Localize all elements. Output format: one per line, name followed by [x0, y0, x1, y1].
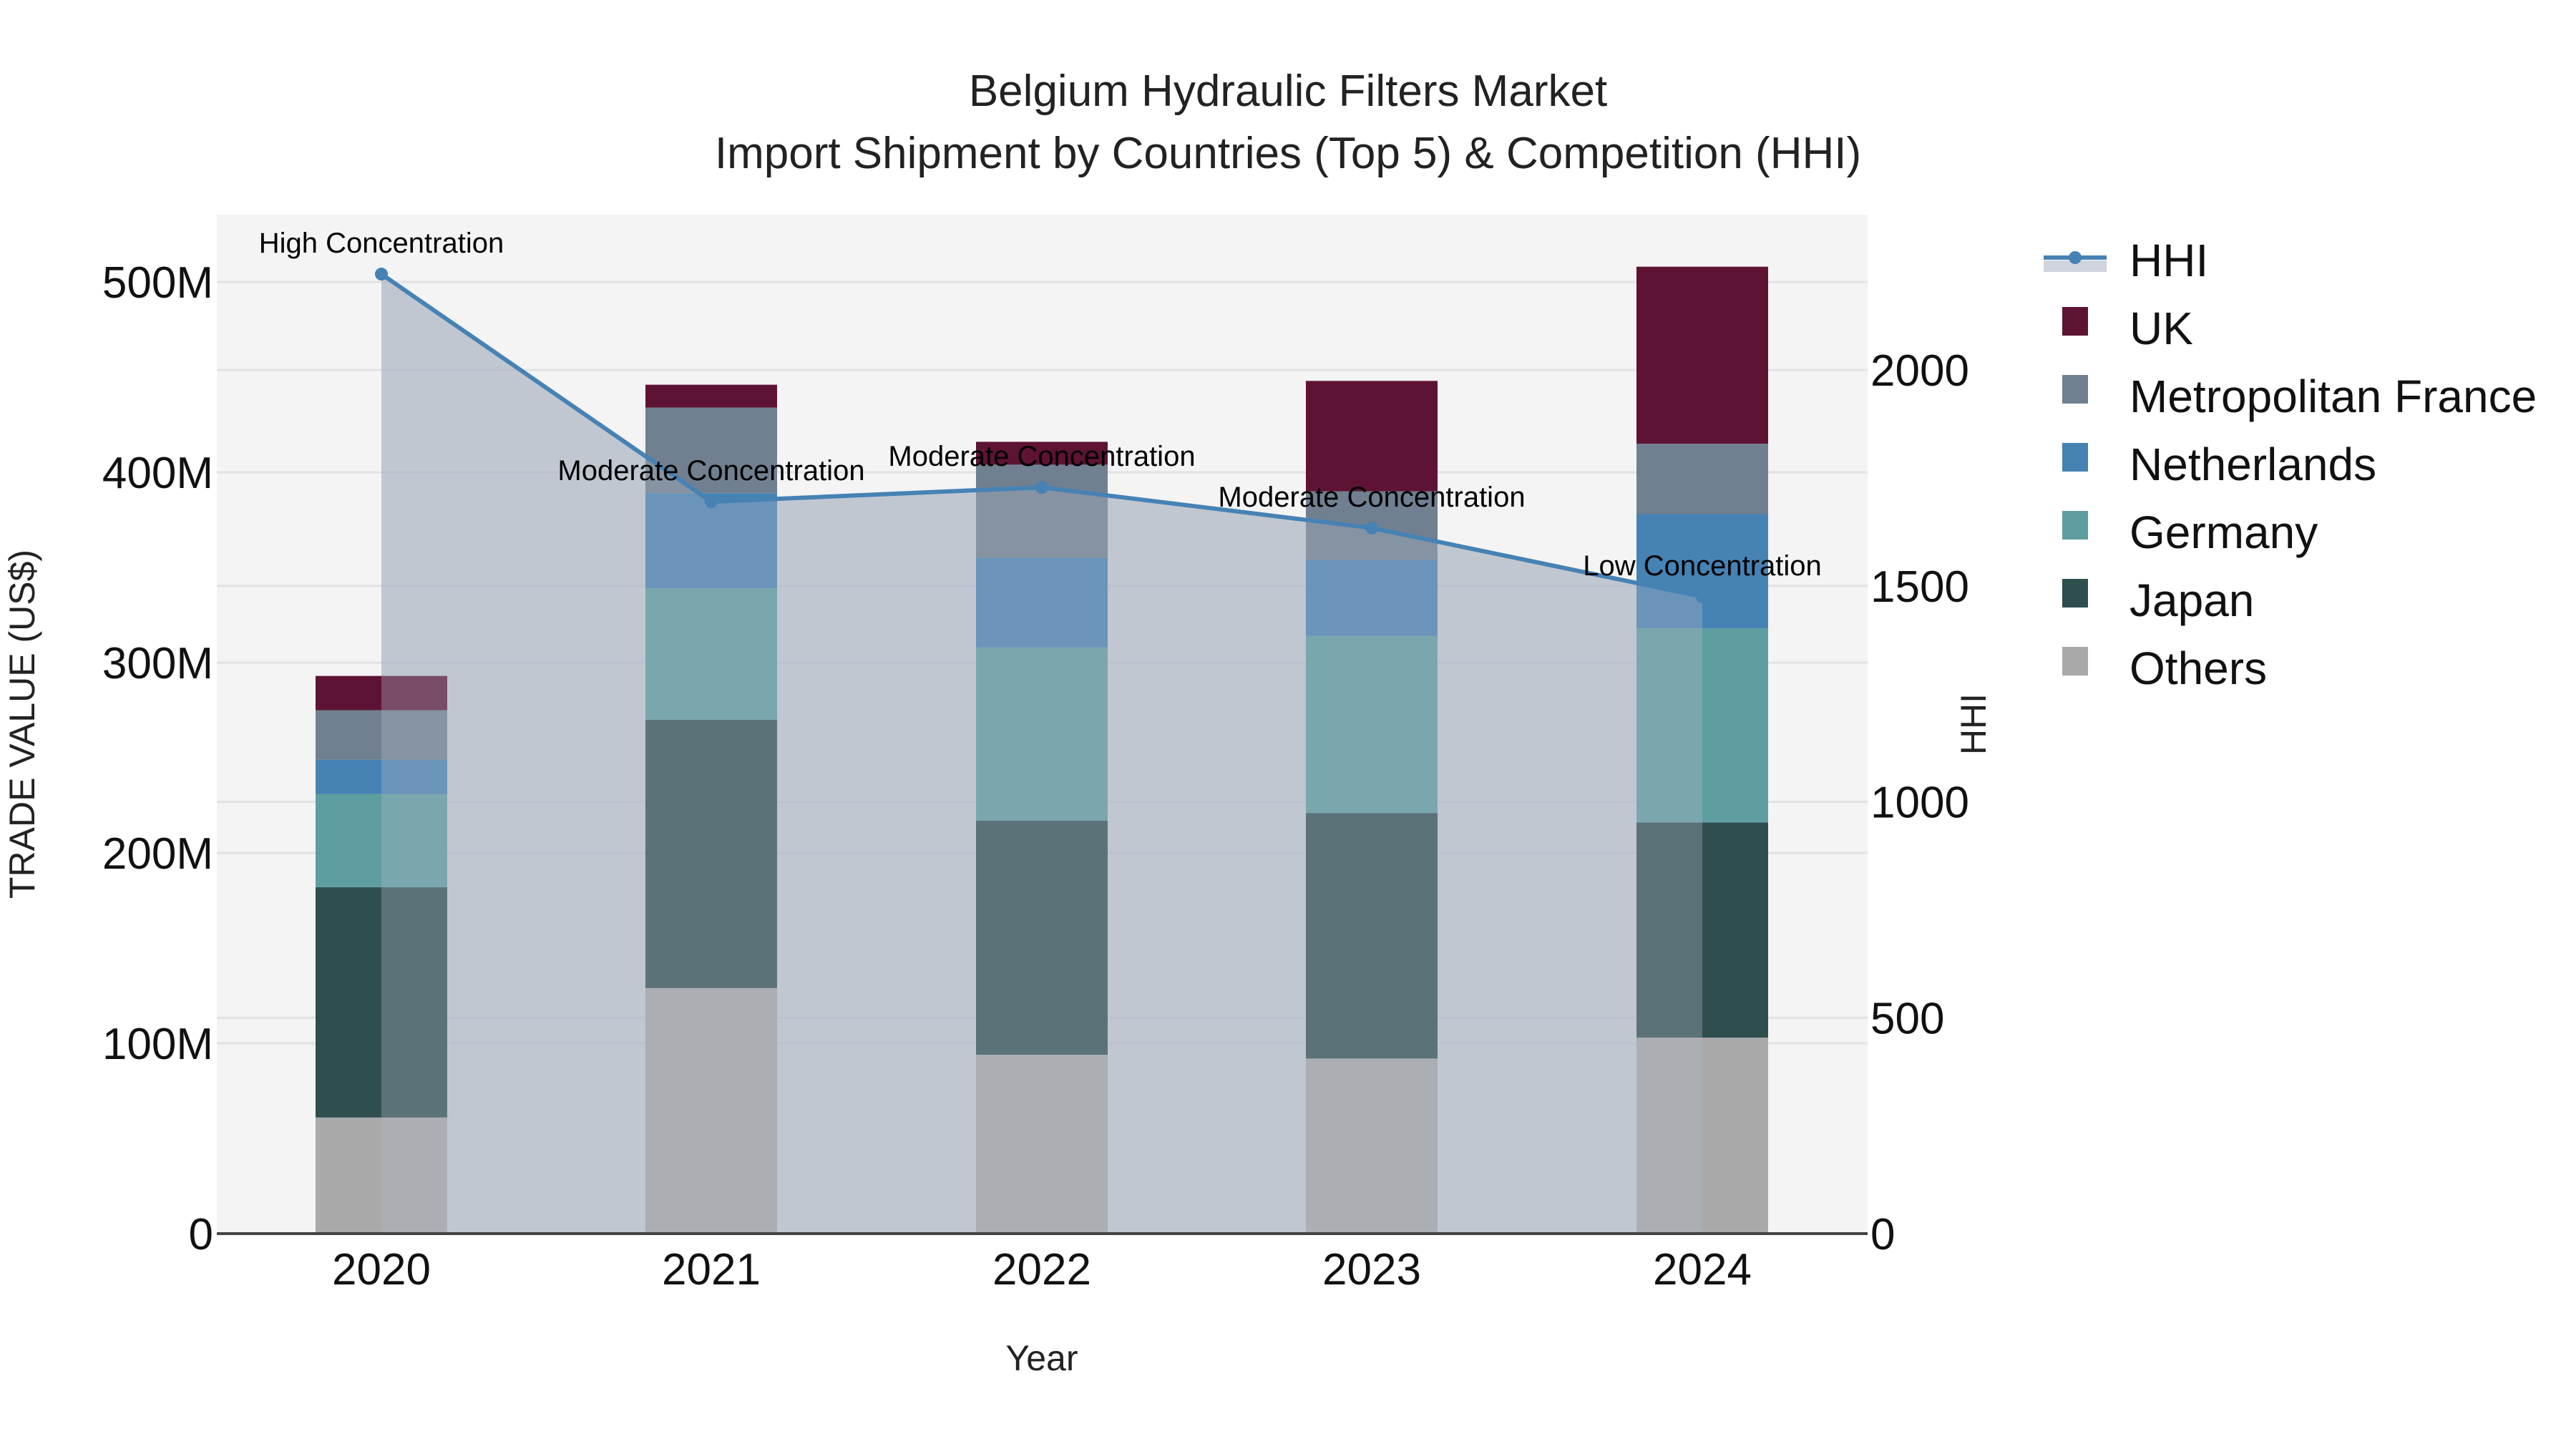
legend-swatch-germany — [2062, 511, 2088, 540]
x-tick-label: 2022 — [992, 1245, 1091, 1294]
bar-segment-netherlands — [1636, 514, 1768, 629]
bar-segment-japan — [645, 719, 777, 988]
y-tick-label: 400M — [102, 449, 213, 498]
x-axis-ticks: 2020 2021 2022 2023 2024 — [332, 1245, 1752, 1294]
hhi-marker — [1365, 521, 1378, 535]
y2-tick-label: 1500 — [1870, 562, 1969, 612]
x-tick-label: 2020 — [332, 1245, 431, 1294]
bar-segment-netherlands — [976, 557, 1108, 648]
hhi-annotations: High Concentration Moderate Concentration… — [259, 228, 1822, 582]
hhi-annotation: Moderate Concentration — [888, 441, 1195, 472]
x-tick-label: 2021 — [662, 1245, 761, 1294]
bar-segment-others — [1306, 1058, 1438, 1234]
legend-swatch-metropolitan-france — [2062, 375, 2088, 404]
hhi-line — [375, 268, 1709, 603]
bar-segment-others — [1636, 1038, 1768, 1234]
y2-tick-label: 0 — [1870, 1210, 1895, 1259]
y-tick-label: 100M — [102, 1020, 213, 1069]
hhi-marker — [705, 495, 718, 509]
bar-segment-metropolitan-france — [1636, 444, 1768, 514]
legend-label: Japan — [2129, 575, 2254, 626]
legend-label: Metropolitan France — [2129, 371, 2537, 422]
bar-segment-uk — [976, 441, 1108, 465]
bar-segment-uk — [645, 384, 777, 408]
legend-swatch-uk — [2062, 307, 2088, 336]
y2-tick-label: 1000 — [1870, 779, 1969, 828]
chart-title: Belgium Hydraulic Filters Market — [969, 67, 1607, 116]
hhi-marker — [1696, 590, 1709, 603]
chart-subtitle: Import Shipment by Countries (Top 5) & C… — [715, 129, 1861, 178]
hhi-annotation: High Concentration — [259, 228, 504, 259]
legend-label: HHI — [2129, 235, 2208, 286]
y-axis-title: TRADE VALUE (US$) — [2, 550, 42, 899]
bar-segment-japan — [976, 820, 1108, 1055]
legend-hhi-marker — [2069, 251, 2082, 264]
bar-segment-japan — [316, 887, 447, 1118]
bar-segment-germany — [645, 588, 777, 720]
legend-swatch-netherlands — [2062, 443, 2088, 472]
bar-segment-uk — [316, 675, 447, 711]
bar-segment-uk — [1636, 266, 1768, 444]
y-tick-label: 0 — [189, 1210, 213, 1259]
legend-label: UK — [2129, 303, 2193, 354]
legend-label: Netherlands — [2129, 439, 2376, 490]
y-tick-label: 200M — [102, 829, 213, 879]
y-tick-label: 300M — [102, 639, 213, 688]
legend-hhi-fill-swatch — [2044, 260, 2107, 272]
hhi-marker — [1035, 481, 1048, 494]
bar-segment-metropolitan-france — [976, 464, 1108, 558]
y-tick-label: 500M — [102, 258, 213, 308]
hhi-annotation: Moderate Concentration — [1218, 482, 1525, 513]
bar-segment-others — [976, 1054, 1108, 1234]
y2-tick-label: 500 — [1870, 994, 1944, 1043]
bar-segment-germany — [976, 647, 1108, 821]
x-tick-label: 2023 — [1322, 1245, 1421, 1294]
legend: HHI UK Metropolitan France Netherlands Germa… — [2044, 235, 2537, 694]
y2-axis-title: HHI — [1953, 693, 1994, 755]
y-axis-ticks: 0 100M 200M 300M 400M 500M — [102, 258, 213, 1259]
bar-segment-germany — [1306, 635, 1438, 814]
legend-swatch-others — [2062, 647, 2088, 675]
bar-segment-japan — [1636, 822, 1768, 1038]
bar-segment-uk — [1306, 381, 1438, 492]
bar-segment-germany — [316, 794, 447, 887]
bar-segment-others — [316, 1117, 447, 1234]
y2-axis-ticks: 0 500 1000 1500 2000 — [1870, 346, 1969, 1259]
bar-segment-metropolitan-france — [316, 710, 447, 760]
bar-segment-metropolitan-france — [645, 407, 777, 494]
x-tick-label: 2024 — [1653, 1245, 1752, 1294]
y2-tick-label: 2000 — [1870, 346, 1969, 396]
x-axis-title: Year — [1005, 1338, 1078, 1378]
hhi-annotation: Moderate Concentration — [557, 455, 864, 487]
bar-segment-netherlands — [1306, 560, 1438, 636]
hhi-annotation: Low Concentration — [1583, 550, 1822, 582]
legend-swatch-japan — [2062, 579, 2088, 608]
hhi-marker — [375, 268, 388, 281]
bar-segment-germany — [1636, 628, 1768, 823]
legend-label: Germany — [2129, 507, 2318, 558]
bar-segment-netherlands — [316, 759, 447, 794]
bar-segment-others — [645, 987, 777, 1234]
bar-segment-japan — [1306, 813, 1438, 1059]
bar-segment-netherlands — [645, 493, 777, 589]
legend-label: Others — [2129, 643, 2267, 694]
